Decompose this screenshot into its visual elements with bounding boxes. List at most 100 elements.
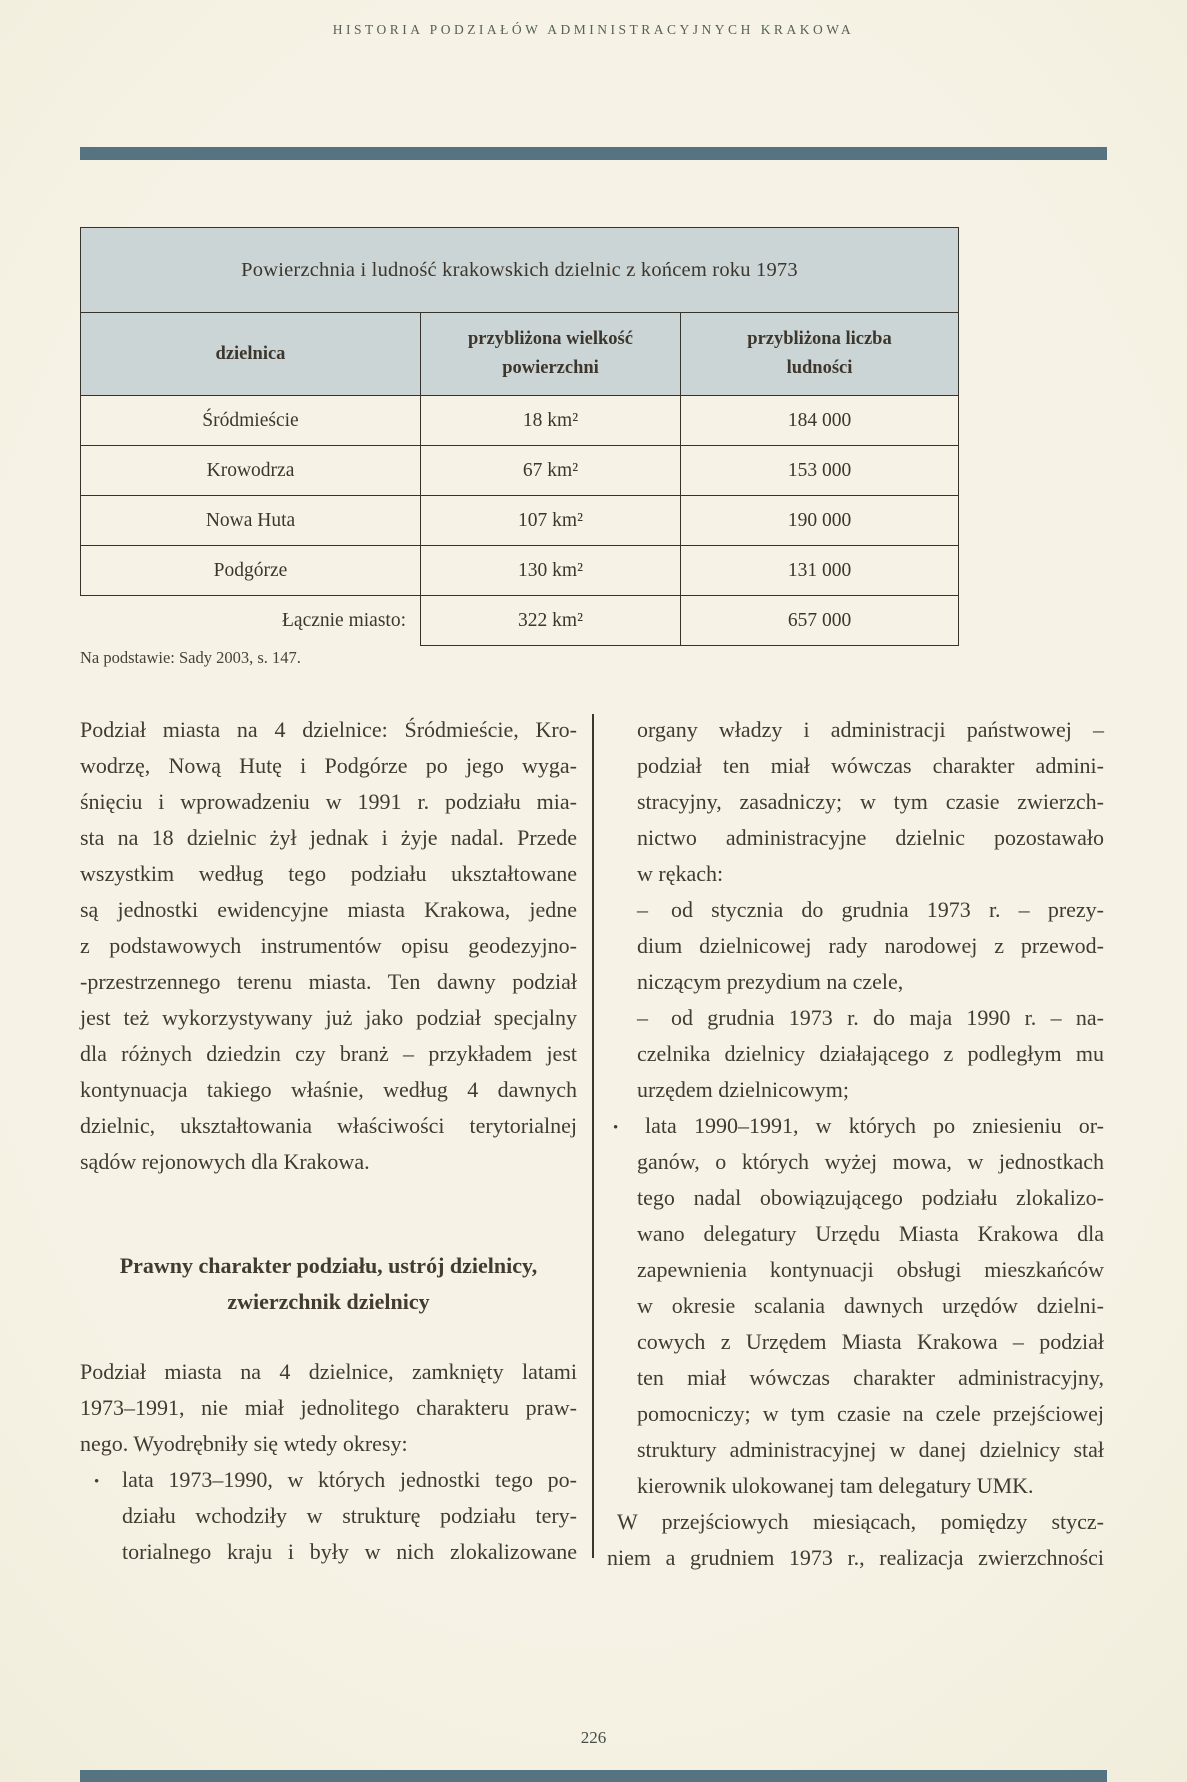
line-text: działu wchodziły w strukturę podziału te… bbox=[122, 1503, 577, 1528]
line-text: tego nadal obowiązującego podziału zloka… bbox=[637, 1185, 1104, 1210]
bullet-icon: • bbox=[94, 1474, 100, 1490]
text-line: organy władzy i administracji państwowej… bbox=[607, 712, 1104, 748]
cell-dzielnica: Nowa Huta bbox=[80, 495, 421, 546]
text-line: dium dzielnicowej rady narodowej z przew… bbox=[607, 928, 1104, 964]
text-line: jest też wykorzystywany już jako podział… bbox=[80, 1000, 577, 1036]
line-text: kontynuacja takiego właśnie, według 4 da… bbox=[80, 1077, 577, 1102]
line-text: są jednostki ewidencyjne miasta Krakowa,… bbox=[80, 897, 577, 922]
line-text: od stycznia do grudnia 1973 r. – prezy- bbox=[671, 897, 1104, 922]
line-text: jest też wykorzystywany już jako podział… bbox=[80, 1005, 577, 1030]
text-line: wodrzę, Nową Hutę i Podgórze po jego wyg… bbox=[80, 748, 577, 784]
line-text: wodrzę, Nową Hutę i Podgórze po jego wyg… bbox=[80, 753, 577, 778]
line-text: lata 1990–1991, w których po zniesieniu … bbox=[645, 1113, 1104, 1138]
page-number: 226 bbox=[580, 1728, 607, 1747]
cell-area: 67 km² bbox=[420, 445, 681, 496]
cell-dzielnica: Śródmieście bbox=[80, 395, 421, 446]
text-line: sta na 18 dzielnic żył jednak i żyje nad… bbox=[80, 820, 577, 856]
text-line: zapewnienia kontynuacji obsługi mieszkań… bbox=[607, 1252, 1104, 1288]
running-header: HISTORIA PODZIAŁÓW ADMINISTRACYJNYCH KRA… bbox=[332, 22, 855, 37]
text-line: są jednostki ewidencyjne miasta Krakowa,… bbox=[80, 892, 577, 928]
text-line: kierownik ulokowanej tam delegatury UMK. bbox=[607, 1468, 1104, 1504]
table-row: Śródmieście 18 km² 184 000 bbox=[80, 395, 960, 446]
text-line: ten miał wówczas charakter administracyj… bbox=[607, 1360, 1104, 1396]
text-line: • lata 1973–1990, w których jednostki teg… bbox=[80, 1462, 577, 1498]
text-line: działu wchodziły w strukturę podziału te… bbox=[80, 1498, 577, 1534]
line-text: pomocniczy; w tym czasie na czele przejś… bbox=[637, 1401, 1104, 1426]
cell-total-population: 657 000 bbox=[679, 595, 960, 646]
line-text: wszystkim według tego podziału ukształto… bbox=[80, 861, 577, 886]
section-heading-line2: zwierzchnik dzielnicy bbox=[227, 1289, 430, 1314]
line-text: urzędem dzielnicowym; bbox=[637, 1077, 849, 1102]
text-line: śnięciu i wprowadzeniu w 1991 r. podział… bbox=[80, 784, 577, 820]
text-line: z podstawowych instrumentów opisu geodez… bbox=[80, 928, 577, 964]
text-line: W przejściowych miesiącach, pomiędzy sty… bbox=[607, 1504, 1104, 1540]
text-line: dla różnych dziedzin czy branż – przykła… bbox=[80, 1036, 577, 1072]
text-line: w rękach: bbox=[607, 856, 1104, 892]
table-row: Krowodrza 67 km² 153 000 bbox=[80, 445, 960, 496]
line-text: podział ten miał wówczas charakter admin… bbox=[637, 753, 1104, 778]
section-heading-line1: Prawny charakter podziału, ustrój dzieln… bbox=[119, 1253, 538, 1278]
column-header-dzielnica: dzielnica bbox=[80, 312, 421, 396]
cell-area: 107 km² bbox=[420, 495, 681, 546]
paragraph-1: Podział miasta na 4 dzielnice: Śródmieśc… bbox=[80, 712, 577, 1180]
line-text: dla różnych dziedzin czy branż – przykła… bbox=[80, 1041, 577, 1066]
list-marker-icon: – bbox=[637, 1005, 648, 1030]
text-line: stracyjny, zasadniczy; w tym czasie zwie… bbox=[607, 784, 1104, 820]
cell-total-label: Łącznie miasto: bbox=[282, 609, 406, 631]
line-text: Podział miasta na 4 dzielnice: Śródmieśc… bbox=[80, 717, 577, 742]
line-text: nego. Wyodrębniły się wtedy okresy: bbox=[80, 1431, 408, 1456]
table-header-row: dzielnica przybliżona wielkość powierzch… bbox=[80, 312, 960, 396]
line-text: niem a grudniem 1973 r., realizacja zwie… bbox=[607, 1545, 1104, 1570]
text-line: Podział miasta na 4 dzielnice: Śródmieśc… bbox=[80, 712, 577, 748]
cell-area: 130 km² bbox=[420, 545, 681, 596]
text-line: • lata 1990–1991, w których po zniesieniu… bbox=[607, 1108, 1104, 1144]
text-line: wszystkim według tego podziału ukształto… bbox=[80, 856, 577, 892]
line-text: lata 1973–1990, w których jednostki tego… bbox=[122, 1467, 577, 1492]
text-line: niem a grudniem 1973 r., realizacja zwie… bbox=[607, 1540, 1104, 1576]
cell-population: 190 000 bbox=[679, 495, 960, 546]
text-line: podział ten miał wówczas charakter admin… bbox=[607, 748, 1104, 784]
text-line: Podział miasta na 4 dzielnice, zamknięty… bbox=[80, 1354, 577, 1390]
text-line: kontynuacja takiego właśnie, według 4 da… bbox=[80, 1072, 577, 1108]
line-text: od grudnia 1973 r. do maja 1990 r. – na- bbox=[671, 1005, 1104, 1030]
right-column: organy władzy i administracji państwowej… bbox=[607, 712, 1104, 1576]
line-text: w okresie scalania dawnych urzędów dziel… bbox=[637, 1293, 1104, 1318]
line-text: wano delegatury Urzędu Miasta Krakowa dl… bbox=[637, 1221, 1104, 1246]
cell-population: 131 000 bbox=[679, 545, 960, 596]
line-text: Podział miasta na 4 dzielnice, zamknięty… bbox=[80, 1359, 577, 1384]
text-line: dzielnic, ukształtowania właściwości ter… bbox=[80, 1108, 577, 1144]
left-column: Podział miasta na 4 dzielnice: Śródmieśc… bbox=[80, 712, 577, 1570]
districts-table: Powierzchnia i ludność krakowskich dziel… bbox=[79, 227, 960, 646]
text-line: nictwo administracyjne dzielnic pozostaw… bbox=[607, 820, 1104, 856]
text-line: sądów rejonowych dla Krakowa. bbox=[80, 1144, 577, 1180]
column-header-area: przybliżona wielkość powierzchni bbox=[420, 312, 681, 396]
right-column-text: organy władzy i administracji państwowej… bbox=[607, 712, 1104, 1576]
section-heading: Prawny charakter podziału, ustrój dzieln… bbox=[80, 1248, 577, 1320]
text-line: niczącym prezydium na czele, bbox=[607, 964, 1104, 1000]
line-text: z podstawowych instrumentów opisu geodez… bbox=[80, 933, 577, 958]
line-text: cowych z Urzędem Miasta Krakowa – podzia… bbox=[637, 1329, 1104, 1354]
line-text: ganów, o których wyżej mowa, w jednostka… bbox=[637, 1149, 1104, 1174]
line-text: śnięciu i wprowadzeniu w 1991 r. podział… bbox=[80, 789, 577, 814]
cell-population: 153 000 bbox=[679, 445, 960, 496]
line-text: 1973–1991, nie miał jednolitego charakte… bbox=[80, 1395, 577, 1420]
line-text: ten miał wówczas charakter administracyj… bbox=[637, 1365, 1104, 1390]
line-text: organy władzy i administracji państwowej… bbox=[637, 717, 1104, 742]
cell-dzielnica: Krowodrza bbox=[80, 445, 421, 496]
table-total-row: Łącznie miasto: 322 km² 657 000 bbox=[81, 595, 960, 646]
bottom-rule bbox=[80, 1770, 1107, 1782]
text-line: cowych z Urzędem Miasta Krakowa – podzia… bbox=[607, 1324, 1104, 1360]
line-text: zapewnienia kontynuacji obsługi mieszkań… bbox=[637, 1257, 1104, 1282]
text-line: -przestrzennego terenu miasta. Ten dawny… bbox=[80, 964, 577, 1000]
line-text: kierownik ulokowanej tam delegatury UMK. bbox=[637, 1473, 1034, 1498]
line-text: czelnika dzielnicy działającego z podleg… bbox=[637, 1041, 1104, 1066]
text-line: tego nadal obowiązującego podziału zloka… bbox=[607, 1180, 1104, 1216]
table-row: Podgórze 130 km² 131 000 bbox=[80, 545, 960, 596]
line-text: torialnego kraju i były w nich zlokalizo… bbox=[122, 1539, 577, 1564]
text-line: urzędem dzielnicowym; bbox=[607, 1072, 1104, 1108]
table-title: Powierzchnia i ludność krakowskich dziel… bbox=[79, 227, 960, 313]
text-line: ganów, o których wyżej mowa, w jednostka… bbox=[607, 1144, 1104, 1180]
column-header-population: przybliżona liczba ludności bbox=[679, 312, 960, 396]
text-line: pomocniczy; w tym czasie na czele przejś… bbox=[607, 1396, 1104, 1432]
line-text: sądów rejonowych dla Krakowa. bbox=[80, 1149, 370, 1174]
